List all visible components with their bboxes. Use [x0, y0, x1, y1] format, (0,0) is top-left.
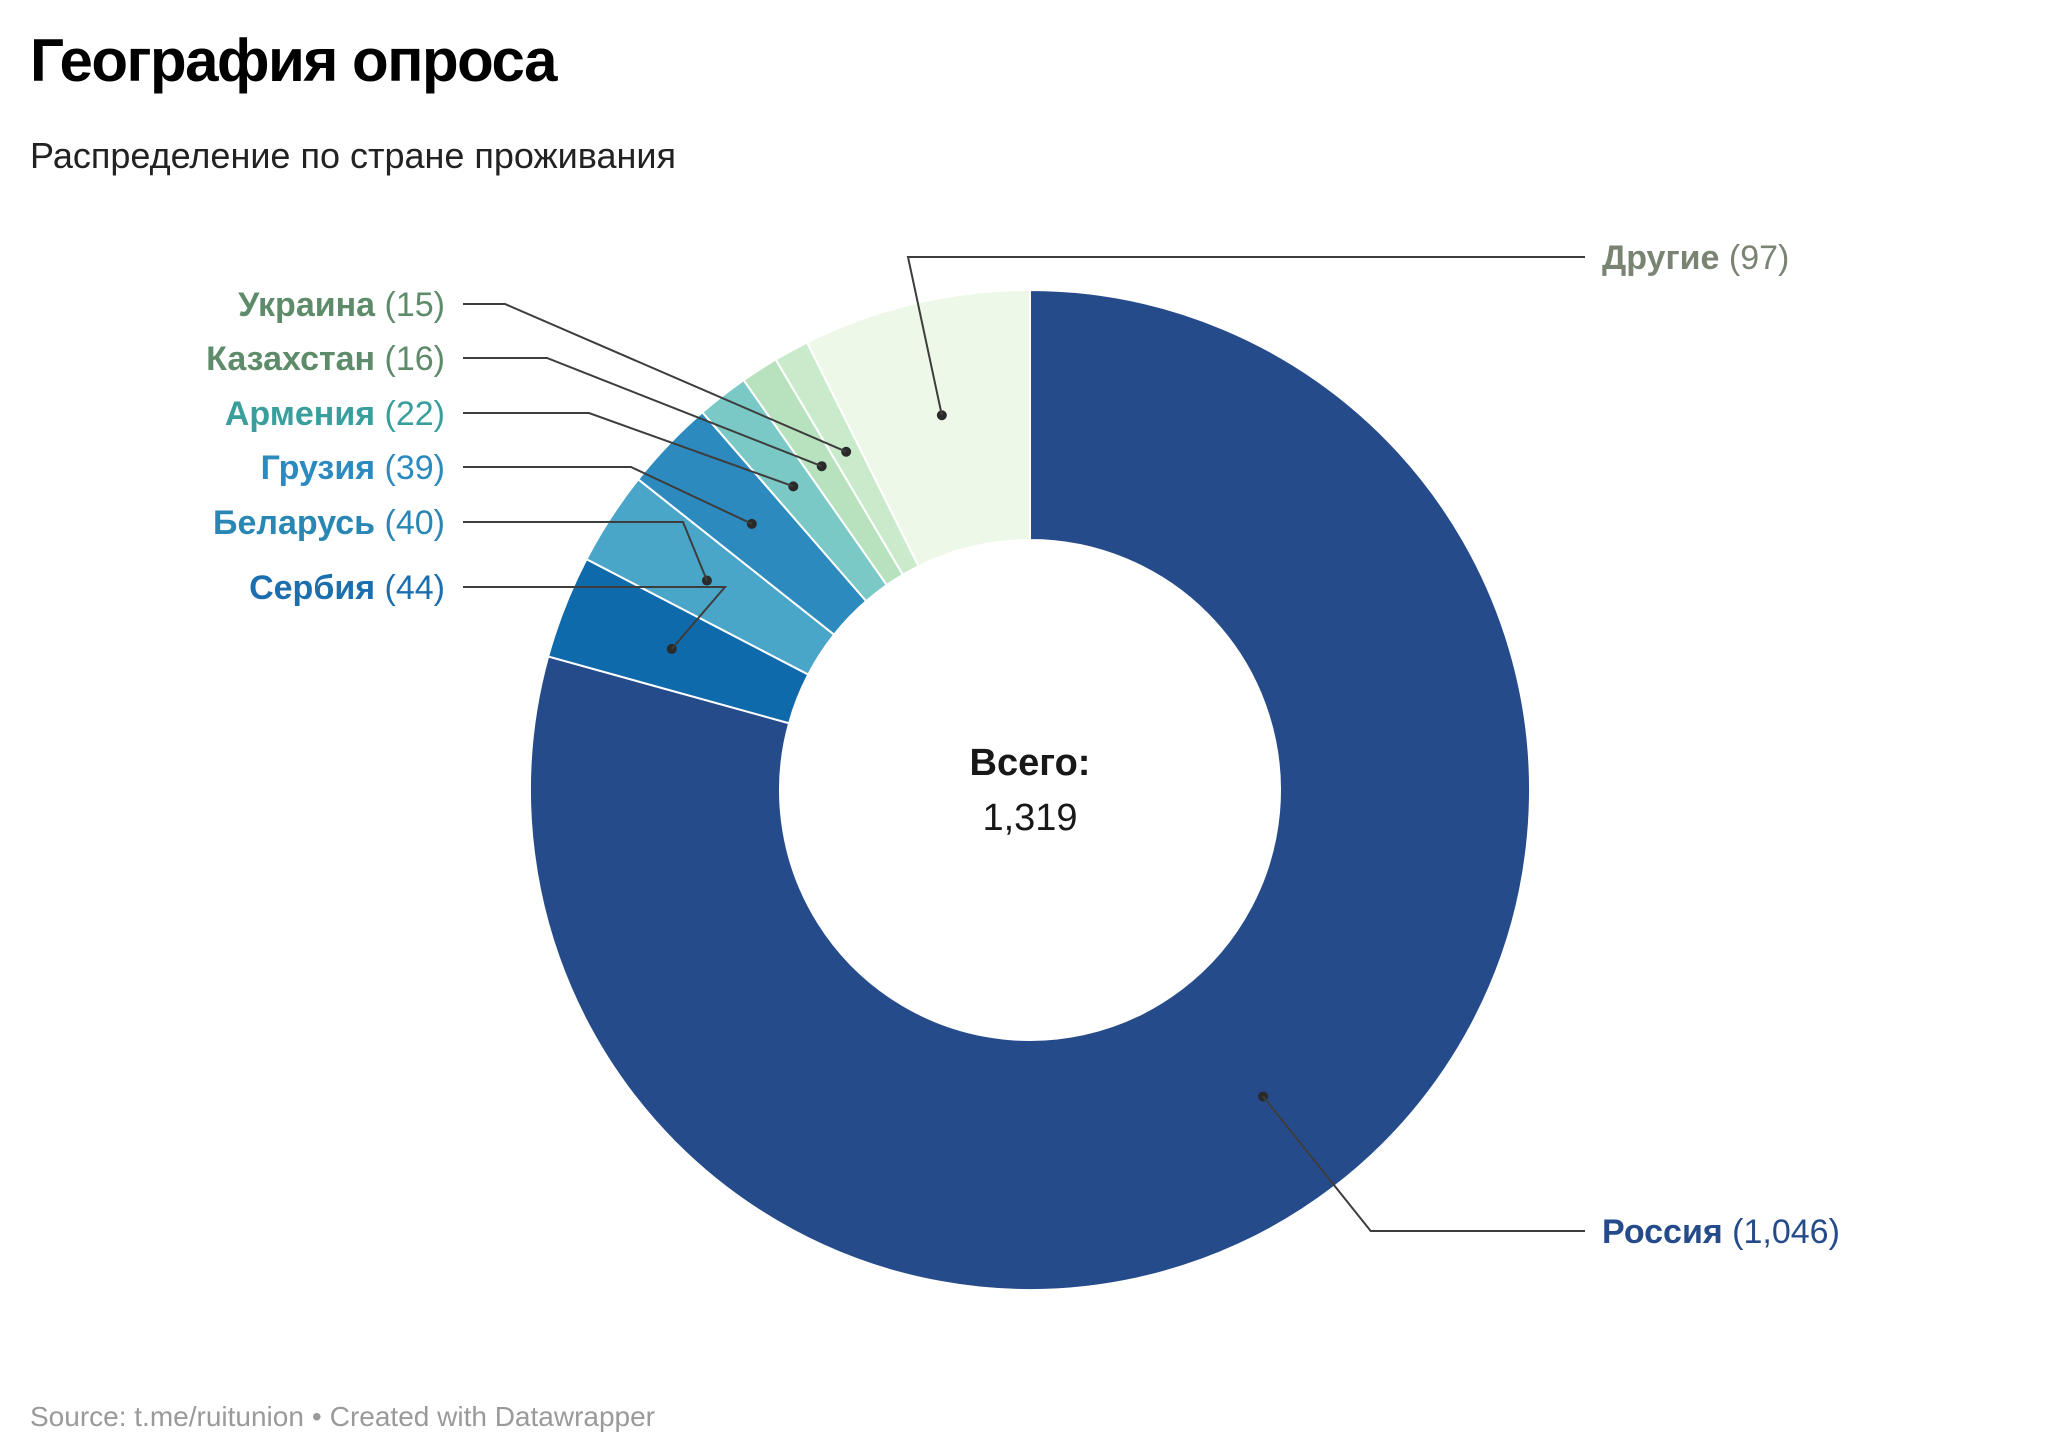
- slice-labels-layer: Россия (1,046)Сербия (44)Беларусь (40)Гр…: [206, 239, 1840, 1251]
- center-total-value: 1,319: [982, 797, 1077, 839]
- slice-label-3: Грузия (39): [261, 449, 445, 487]
- donut-slice-7[interactable]: [805, 288, 1031, 568]
- chart-title: География опроса: [30, 27, 557, 94]
- slice-label-name: Россия: [1602, 1213, 1723, 1251]
- slice-label-0: Россия (1,046): [1602, 1213, 1840, 1251]
- chart-subtitle: Распределение по стране проживания: [30, 135, 676, 176]
- leader-lines-layer: [463, 256, 1585, 1232]
- footer-credit: Created with Datawrapper: [329, 1401, 656, 1432]
- slice-label-name: Другие: [1602, 239, 1719, 277]
- slice-label-name: Сербия: [249, 569, 375, 607]
- slices-layer: [529, 288, 1531, 1291]
- slice-label-value: (39): [375, 449, 445, 487]
- slice-label-5: Казахстан (16): [206, 340, 445, 378]
- leader-line-0: [1262, 1095, 1585, 1232]
- slice-label-value: (15): [375, 286, 445, 324]
- footer-separator: •: [311, 1401, 322, 1432]
- leader-line-4: [463, 412, 794, 488]
- slice-label-value: (22): [375, 395, 445, 433]
- slice-label-7: Другие (97): [1602, 239, 1789, 277]
- leader-line-5: [463, 357, 823, 468]
- slice-label-name: Украина: [238, 286, 376, 324]
- slice-label-value: (40): [375, 504, 445, 542]
- slice-label-value: (16): [375, 340, 445, 378]
- slice-label-name: Армения: [225, 395, 375, 433]
- leader-line-3: [463, 466, 753, 525]
- slice-label-6: Украина (15): [238, 286, 445, 324]
- chart-footer: Source: t.me/ruitunion • Created with Data…: [30, 1400, 655, 1434]
- slice-label-value: (44): [375, 569, 445, 607]
- slice-label-value: (97): [1719, 239, 1789, 277]
- footer-source: Source: t.me/ruitunion: [30, 1401, 304, 1432]
- slice-label-1: Сербия (44): [249, 569, 445, 607]
- slice-label-value: (1,046): [1723, 1213, 1840, 1251]
- slice-label-name: Беларусь: [213, 504, 375, 542]
- slice-label-name: Казахстан: [206, 340, 375, 378]
- leader-line-6: [463, 303, 847, 453]
- leader-line-2: [463, 521, 708, 581]
- center-total-label: Всего:: [970, 742, 1091, 784]
- leader-line-7: [906, 256, 1585, 416]
- slice-label-4: Армения (22): [225, 395, 445, 433]
- donut-slice-0[interactable]: [529, 288, 1531, 1291]
- slice-label-name: Грузия: [261, 449, 375, 487]
- leader-line-1: [463, 586, 728, 650]
- slice-label-2: Беларусь (40): [213, 504, 445, 542]
